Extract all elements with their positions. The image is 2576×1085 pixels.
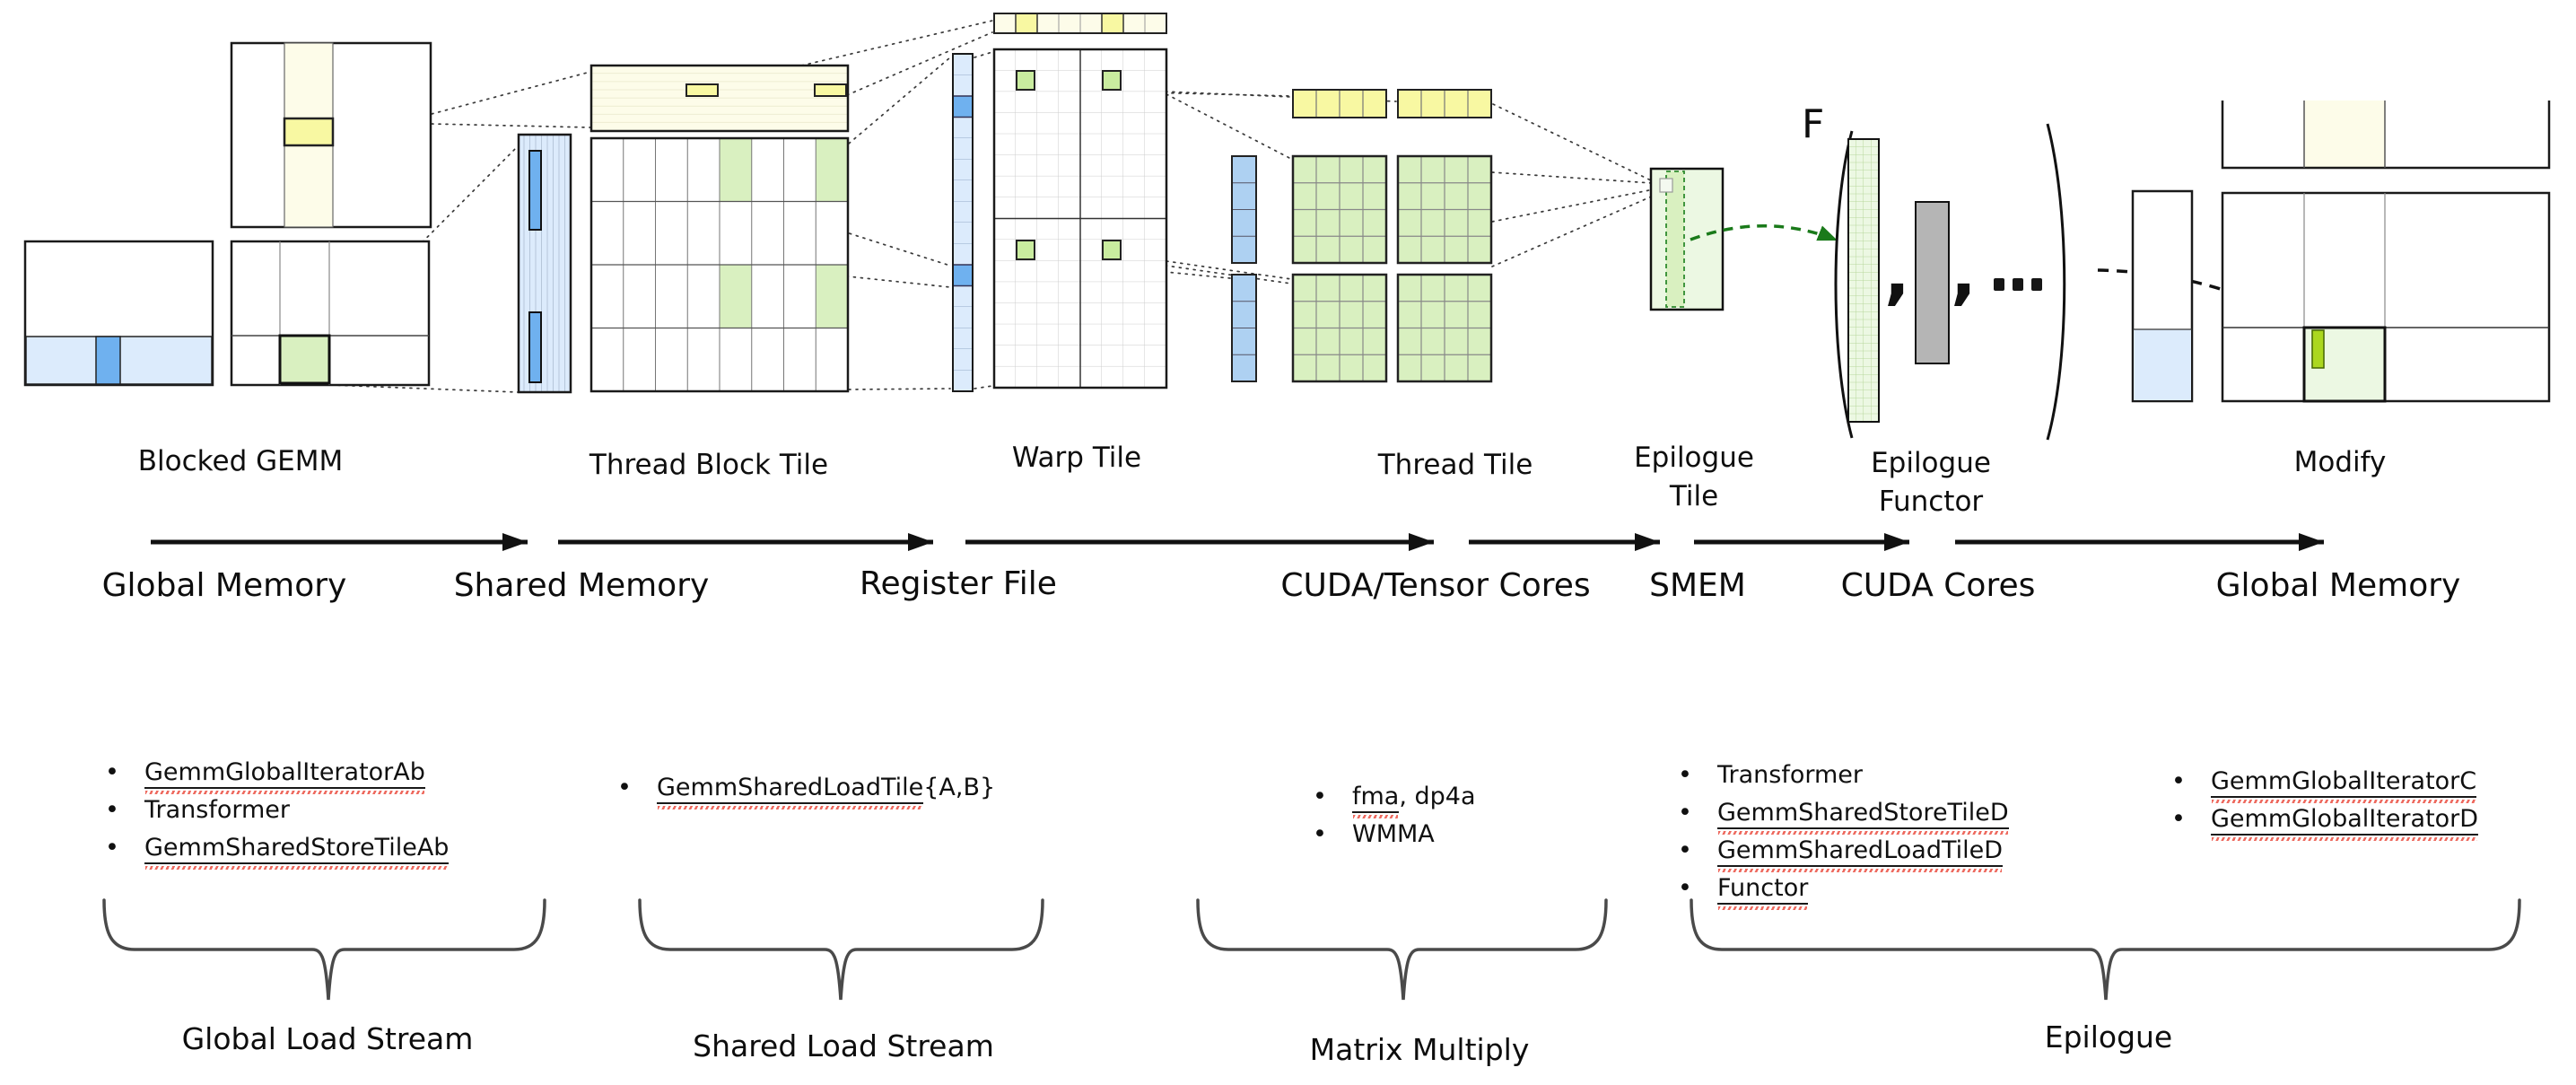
b-block-tile — [283, 117, 335, 147]
comma-1: , — [1884, 232, 1910, 312]
functor-accumulator-grid — [1847, 138, 1880, 423]
label-global-load-stream: Global Load Stream — [181, 1021, 474, 1056]
bullet-icon: • — [1313, 820, 1327, 848]
label-register-file: Register File — [860, 565, 1057, 602]
label-cuda-cores: CUDA Cores — [1840, 567, 2036, 604]
list-item: • fma, dp4a — [1313, 783, 1476, 820]
bullet-icon: • — [105, 758, 119, 786]
smem-b-fragment — [589, 64, 850, 133]
modify-c-matrix — [2221, 191, 2551, 403]
bullet-icon: • — [1678, 799, 1692, 827]
blocked-gemm-a-matrix — [23, 240, 214, 387]
epilogue-tile-box — [1649, 167, 1725, 311]
label-shared-load-stream: Shared Load Stream — [693, 1028, 994, 1063]
list-item: • GemmSharedLoadTileD — [1678, 836, 2009, 874]
thread-block-grid — [589, 136, 850, 393]
label-epilogue-stream: Epilogue — [2044, 1019, 2173, 1054]
functor-f-symbol: F — [1802, 101, 1824, 147]
list-item: • GemmSharedStoreTileAb — [105, 834, 450, 871]
register-file-column — [952, 53, 974, 392]
bullet-icon: • — [617, 774, 632, 801]
label-shared-memory: Shared Memory — [453, 567, 710, 604]
thread-tile-b-strips — [1292, 89, 1492, 118]
comma-2: , — [1951, 232, 1977, 312]
epilogue-green-dashed-arrow — [1690, 224, 1838, 242]
list-item: • GemmGlobalIteratorD — [2171, 805, 2479, 843]
bullet-icon: • — [2171, 767, 2186, 795]
thread-tile-c-grids — [1291, 154, 1493, 383]
label-thread-tile: Thread Tile — [1377, 449, 1533, 481]
bullet-icon: • — [2171, 805, 2186, 833]
list-item: • GemmGlobalIteratorAb — [105, 758, 449, 796]
warp-accumulator-strip — [993, 13, 1167, 34]
list-item: • Functor — [1678, 874, 2009, 912]
bullet-icon: • — [1678, 874, 1692, 902]
modify-written-fragment — [2311, 329, 2325, 369]
close-paren — [2046, 123, 2066, 441]
label-epilogue-tile-line1: Epilogue — [1634, 442, 1754, 474]
label-epilogue-tile-line2: Tile — [1669, 480, 1719, 512]
bullet-icon: • — [105, 796, 119, 824]
modify-a-partial — [2131, 189, 2194, 403]
label-modify: Modify — [2293, 446, 2387, 478]
label-global-memory-src: Global Memory — [101, 567, 347, 604]
list-item: • GemmSharedStoreTileD — [1678, 799, 2009, 836]
thread-tile-a-strips — [1231, 155, 1257, 382]
label-thread-block-tile: Thread Block Tile — [589, 449, 829, 481]
list-item: • GemmSharedLoadTile{A,B} — [617, 774, 995, 811]
warp-tile-grid — [992, 48, 1168, 389]
modify-b-partial — [2221, 101, 2551, 170]
label-warp-tile: Warp Tile — [1011, 442, 1142, 474]
list-item: • Transformer — [105, 796, 291, 824]
open-paren — [1834, 130, 1854, 439]
ellipsis-dots — [1994, 278, 2042, 291]
label-matrix-multiply: Matrix Multiply — [1309, 1032, 1530, 1067]
c-block-tile — [278, 334, 331, 385]
a-block-tile — [95, 336, 121, 385]
list-matrix-multiply: • fma, dp4a • WMMA — [1313, 783, 1476, 858]
epilogue-mini-fragment — [1659, 178, 1673, 193]
blocked-gemm-c-matrix — [230, 240, 431, 387]
epilogue-column-selection — [1665, 171, 1685, 308]
bullet-icon: • — [105, 834, 119, 862]
list-shared-load-stream: • GemmSharedLoadTile{A,B} — [617, 774, 995, 811]
functor-source-operand — [1915, 201, 1950, 364]
label-smem: SMEM — [1649, 567, 1746, 604]
label-epilogue-functor-line1: Epilogue — [1871, 447, 1991, 479]
bullet-icon: • — [1678, 836, 1692, 864]
stream-braces — [102, 898, 2521, 1001]
label-cuda-tensor-cores: CUDA/Tensor Cores — [1280, 567, 1591, 604]
list-global-load-stream: • GemmGlobalIteratorAb • Transformer • Gemm… — [105, 758, 450, 871]
list-item: • Transformer — [1678, 761, 1864, 789]
label-epilogue-functor-line2: Functor — [1878, 486, 1984, 518]
label-global-memory-dst: Global Memory — [2215, 567, 2461, 604]
bullet-icon: • — [1678, 761, 1692, 789]
list-item: • GemmGlobalIteratorC — [2171, 767, 2478, 805]
label-blocked-gemm: Blocked GEMM — [137, 445, 344, 477]
blocked-gemm-b-matrix — [230, 41, 432, 229]
bullet-icon: • — [1313, 783, 1327, 810]
list-epilogue: • Transformer • GemmSharedStoreTileD • Gemm… — [1678, 761, 2009, 912]
list-global-iterators: • GemmGlobalIteratorC • GemmGlobalIterator… — [2171, 767, 2479, 843]
smem-a-fragment — [517, 133, 572, 394]
list-item: • WMMA — [1313, 820, 1435, 848]
